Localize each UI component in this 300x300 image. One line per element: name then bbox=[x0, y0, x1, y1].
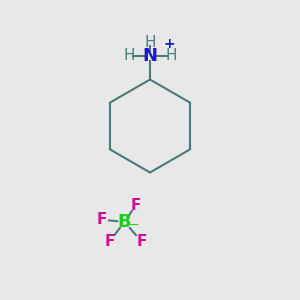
Text: B: B bbox=[118, 213, 131, 231]
Text: F: F bbox=[136, 234, 147, 249]
Text: F: F bbox=[104, 234, 115, 249]
Text: −: − bbox=[128, 219, 139, 232]
Text: H: H bbox=[165, 48, 177, 63]
Text: H: H bbox=[144, 35, 156, 50]
Text: +: + bbox=[164, 37, 175, 50]
Text: F: F bbox=[96, 212, 106, 227]
Text: F: F bbox=[130, 198, 141, 213]
Text: H: H bbox=[123, 48, 135, 63]
Text: N: N bbox=[142, 46, 158, 64]
